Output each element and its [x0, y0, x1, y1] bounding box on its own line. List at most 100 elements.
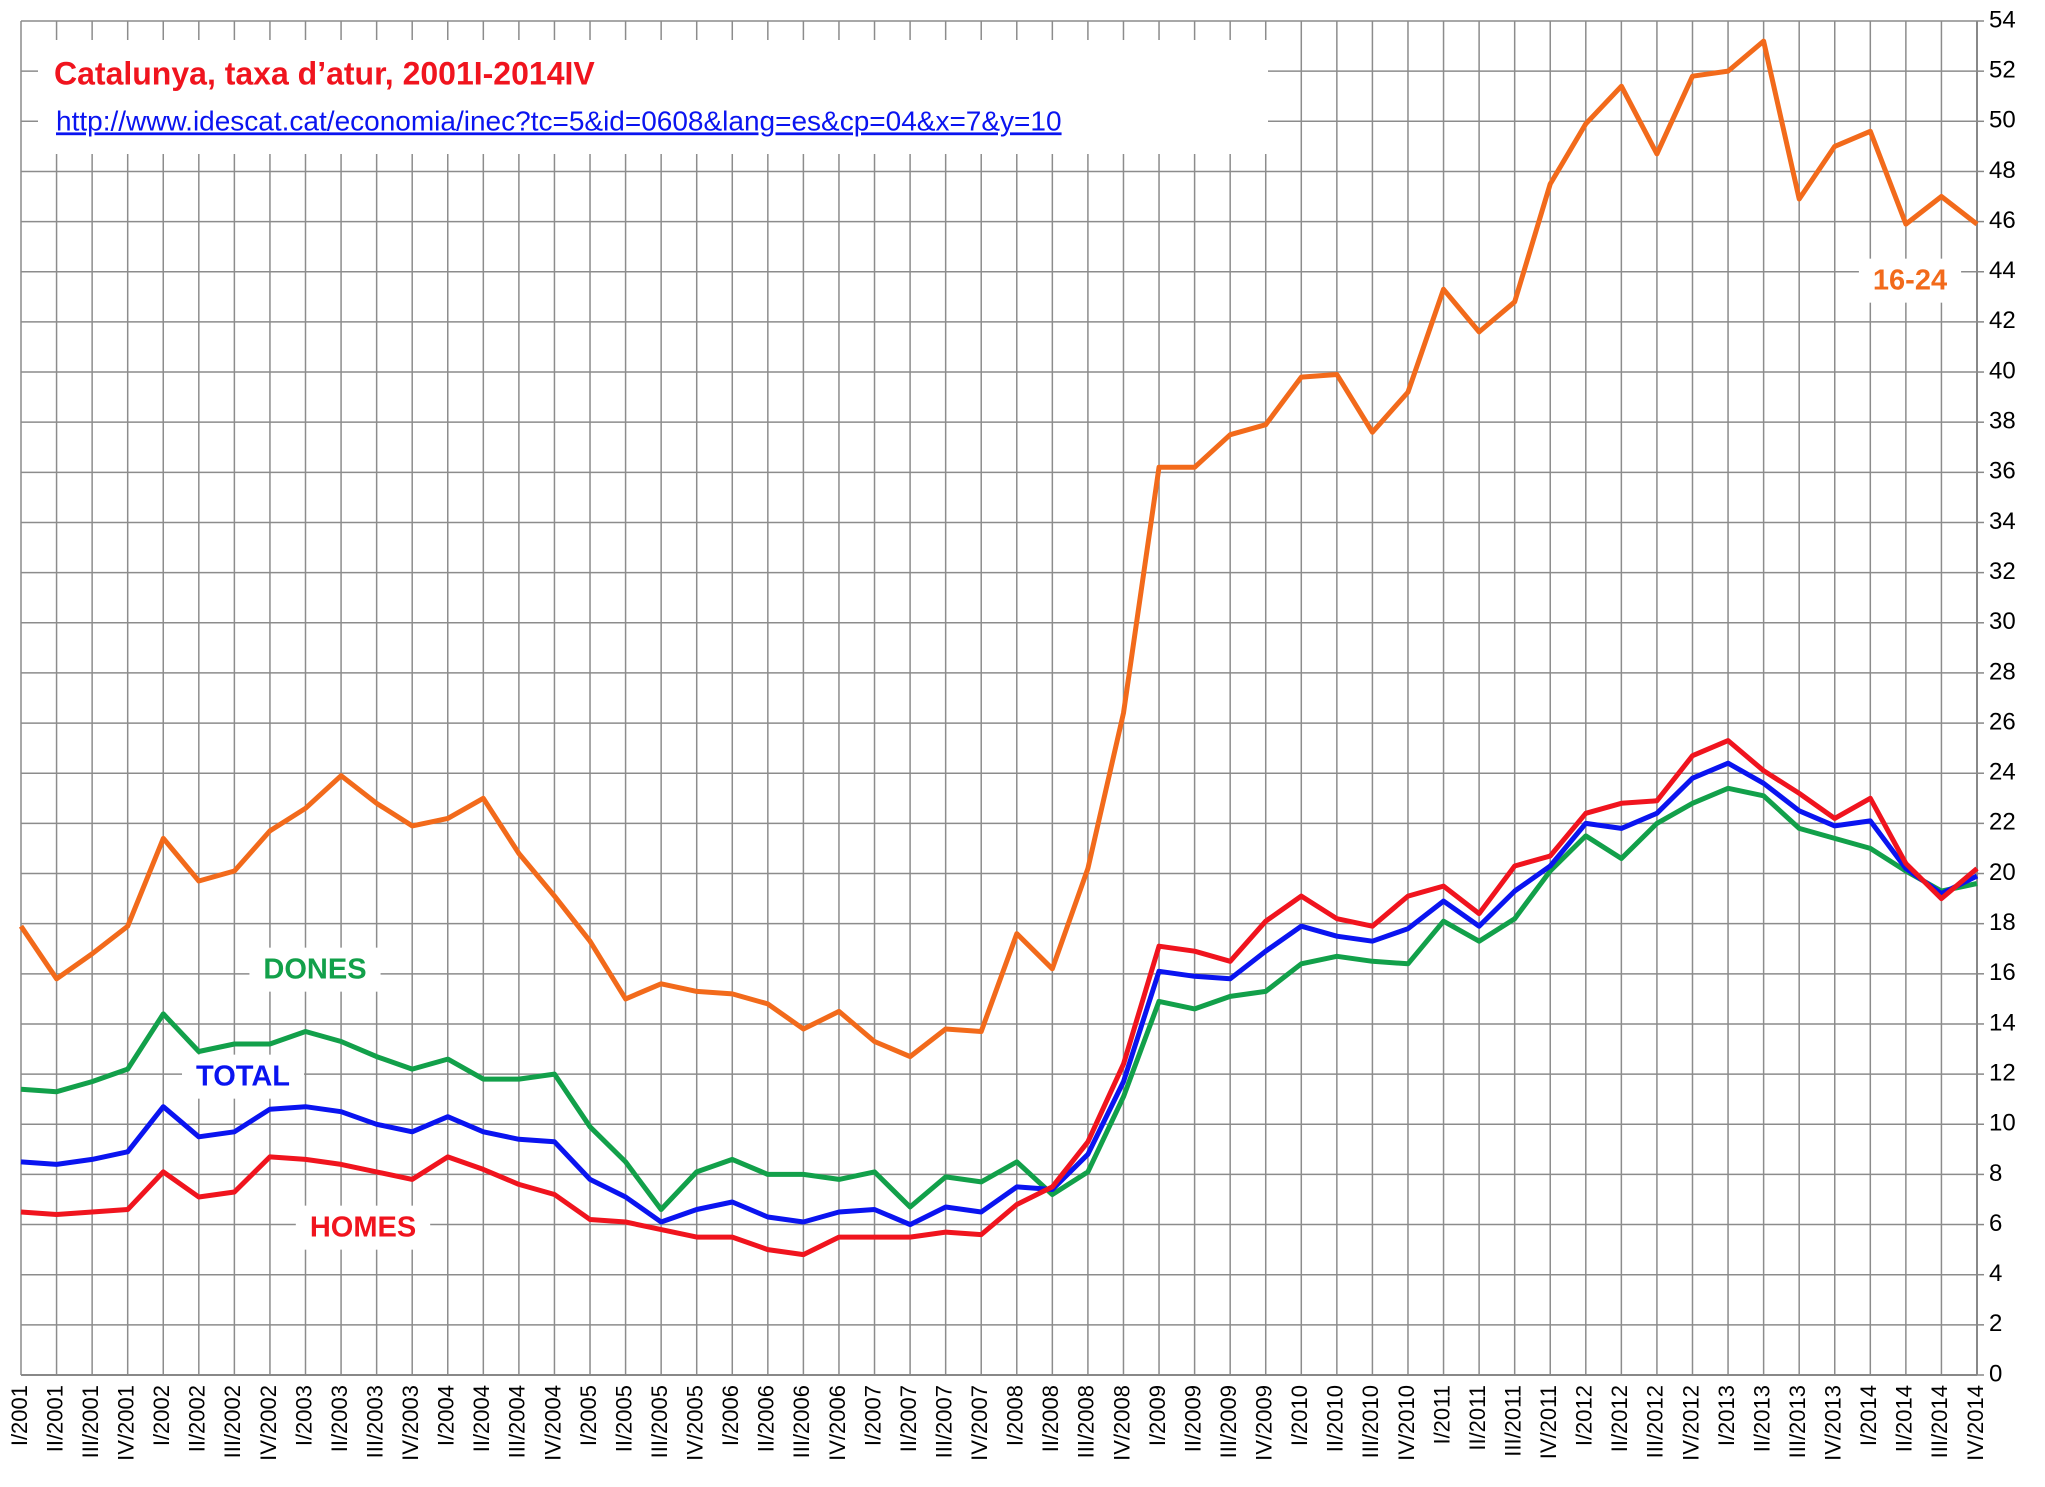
y-tick-label: 38: [1989, 408, 2016, 435]
series-label-bg: [182, 1054, 304, 1099]
x-tick-label: III/2007: [931, 1385, 956, 1458]
grid: [20, 20, 1984, 1376]
x-tick-label: II/2005: [611, 1385, 636, 1452]
y-tick-label: 4: [1989, 1260, 2002, 1287]
chart-subtitle: http://www.idescat.cat/economia/inec?tc=…: [56, 105, 1062, 136]
y-tick-label: 6: [1989, 1210, 2002, 1237]
y-tick-label: 26: [1989, 708, 2016, 735]
x-tick-label: I/2003: [291, 1385, 316, 1446]
y-tick-label: 18: [1989, 909, 2016, 936]
y-tick-label: 2: [1989, 1310, 2002, 1337]
x-tick-label: I/2012: [1572, 1385, 1597, 1446]
x-tick-label: III/2005: [647, 1385, 672, 1458]
x-tick-label: II/2007: [896, 1385, 921, 1452]
y-tick-label: 34: [1989, 508, 2016, 535]
x-tick-label: IV/2013: [1821, 1385, 1846, 1461]
x-tick-label: III/2011: [1500, 1385, 1525, 1457]
x-tick-label: II/2013: [1749, 1385, 1774, 1452]
y-tick-label: 52: [1989, 56, 2016, 83]
x-tick-label: I/2011: [1429, 1385, 1454, 1445]
y-tick-label: 0: [1989, 1360, 2002, 1387]
x-tick-label: III/2014: [1927, 1385, 1952, 1458]
y-tick-label: 30: [1989, 608, 2016, 635]
x-tick-label: I/2002: [149, 1385, 174, 1446]
y-tick-label: 24: [1989, 759, 2016, 786]
x-tick-label: III/2012: [1643, 1385, 1668, 1458]
x-tick-label: IV/2001: [114, 1385, 139, 1461]
x-tick-label: II/2010: [1323, 1385, 1348, 1452]
series-label-bg: [295, 1205, 431, 1250]
x-tick-label: II/2006: [754, 1385, 779, 1452]
series-line: [18, 38, 1979, 1060]
y-tick-label: 40: [1989, 357, 2016, 384]
x-tick-label: II/2008: [1038, 1385, 1063, 1452]
x-tick-label: III/2006: [789, 1385, 814, 1458]
y-tick-label: 8: [1989, 1160, 2002, 1187]
y-tick-label: 54: [1989, 6, 2016, 33]
series-label: DONES: [263, 954, 366, 986]
y-tick-label: 12: [1989, 1059, 2016, 1086]
title-box: [38, 40, 1268, 154]
series-label: TOTAL: [196, 1061, 290, 1093]
y-tick-label: 20: [1989, 859, 2016, 886]
x-tick-label: II/2004: [469, 1385, 494, 1452]
series-label: HOMES: [310, 1212, 416, 1244]
x-tick-label: IV/2012: [1678, 1385, 1703, 1461]
y-tick-label: 42: [1989, 307, 2016, 334]
x-tick-label: II/2012: [1607, 1385, 1632, 1452]
x-tick-label: III/2004: [505, 1385, 530, 1458]
x-tick-label: III/2001: [78, 1385, 103, 1458]
x-tick-label: II/2009: [1180, 1385, 1205, 1452]
x-tick-label: IV/2011: [1536, 1385, 1561, 1459]
series-label: 16-24: [1873, 265, 1947, 297]
x-tick-label: IV/2002: [256, 1385, 281, 1461]
x-tick-label: III/2013: [1785, 1385, 1810, 1458]
series-label-bg: [249, 947, 381, 992]
x-tick-label: I/2005: [576, 1385, 601, 1446]
y-tick-label: 46: [1989, 207, 2016, 234]
x-tick-label: IV/2008: [1109, 1385, 1134, 1461]
y-tick-label: 44: [1989, 257, 2016, 284]
x-tick-label: IV/2014: [1963, 1385, 1988, 1461]
x-tick-label: I/2014: [1856, 1385, 1881, 1446]
x-tick-label: IV/2005: [683, 1385, 708, 1461]
series-line: [20, 738, 1979, 1258]
x-tick-label: I/2001: [7, 1385, 32, 1446]
x-tick-label: II/2014: [1892, 1385, 1917, 1452]
y-tick-label: 16: [1989, 959, 2016, 986]
y-tick-label: 50: [1989, 107, 2016, 134]
x-tick-label: II/2002: [185, 1385, 210, 1452]
series-label-bg: [1858, 258, 1962, 303]
x-tick-label: I/2013: [1714, 1385, 1739, 1446]
x-tick-label: I/2010: [1287, 1385, 1312, 1446]
x-tick-label: IV/2003: [398, 1385, 423, 1461]
y-tick-label: 22: [1989, 809, 2016, 836]
x-tick-label: II/2003: [327, 1385, 352, 1452]
x-tick-label: IV/2006: [825, 1385, 850, 1461]
x-tick-label: I/2004: [434, 1385, 459, 1446]
y-tick-label: 48: [1989, 157, 2016, 184]
x-tick-label: I/2006: [718, 1385, 743, 1446]
y-tick-label: 36: [1989, 458, 2016, 485]
x-tick-label: IV/2004: [540, 1385, 565, 1461]
x-tick-label: II/2011: [1465, 1385, 1490, 1451]
x-tick-label: III/2010: [1358, 1385, 1383, 1458]
chart-title: Catalunya, taxa d’atur, 2001I-2014IV: [54, 55, 595, 91]
y-tick-label: 32: [1989, 558, 2016, 585]
x-tick-label: II/2001: [42, 1385, 67, 1452]
x-tick-label: III/2009: [1216, 1385, 1241, 1458]
series-line: [20, 760, 1979, 1228]
y-tick-label: 10: [1989, 1110, 2016, 1137]
x-tick-label: I/2007: [860, 1385, 885, 1446]
x-tick-label: I/2009: [1145, 1385, 1170, 1446]
y-tick-label: 14: [1989, 1009, 2016, 1036]
x-tick-label: III/2003: [362, 1385, 387, 1458]
x-tick-label: I/2008: [1003, 1385, 1028, 1446]
x-tick-label: III/2002: [220, 1385, 245, 1458]
x-tick-label: IV/2010: [1394, 1385, 1419, 1461]
labels: 0246810121416182022242628303234363840424…: [7, 6, 2016, 1461]
lines: [18, 38, 1979, 1258]
x-tick-label: III/2008: [1074, 1385, 1099, 1458]
